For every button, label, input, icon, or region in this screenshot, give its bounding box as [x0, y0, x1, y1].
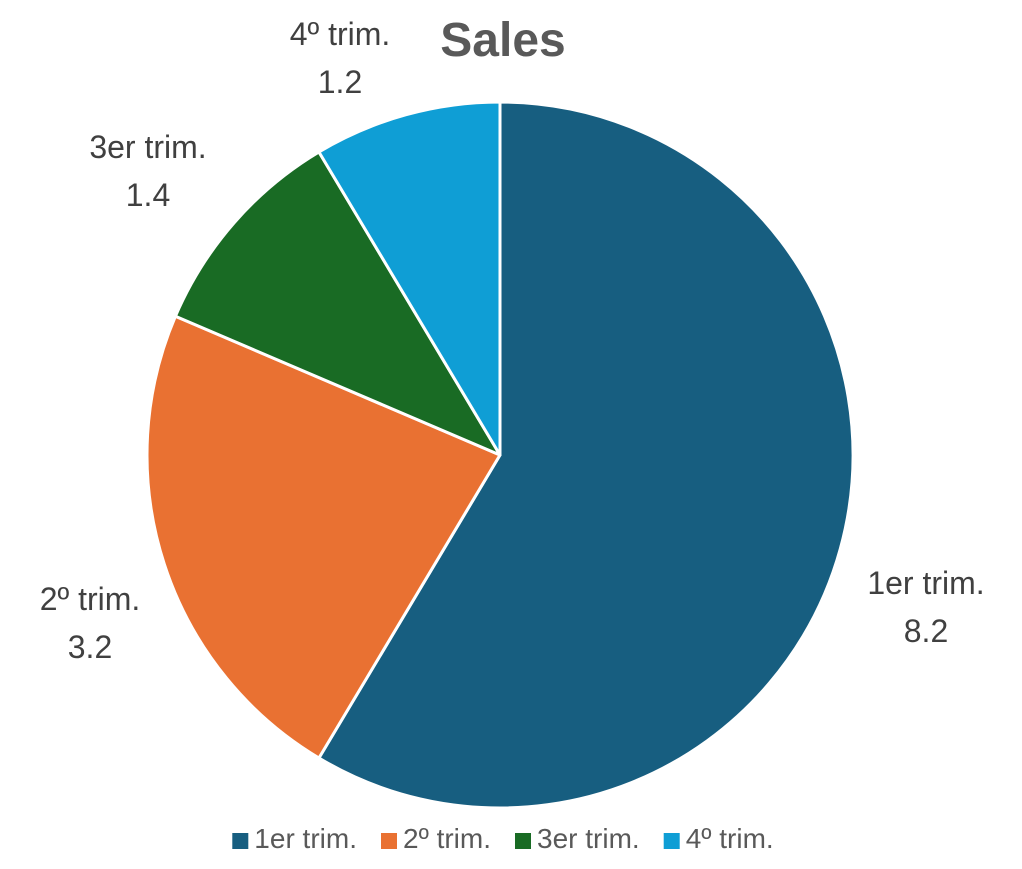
legend-label: 3er trim. [537, 823, 640, 854]
slice-label-value: 8.2 [904, 613, 948, 649]
pie-slice [173, 150, 502, 457]
slice-label-category: 3er trim. [89, 129, 206, 165]
legend-label: 1er trim. [254, 823, 357, 854]
chart-title: Sales [440, 14, 565, 67]
slice-label-category: 2º trim. [40, 581, 141, 617]
pie-slices [145, 100, 855, 810]
pie-slice [317, 100, 502, 457]
slice-label-value: 1.4 [126, 177, 170, 213]
legend-label: 2º trim. [403, 823, 491, 854]
legend-label: 4º trim. [686, 823, 774, 854]
slice-label-category: 1er trim. [867, 565, 984, 601]
pie-slice [145, 314, 502, 760]
pie-slice [317, 100, 855, 810]
slice-labels: 1er trim. 8.2 2º trim. 3.2 3er trim. 1.4 4º tr… [40, 16, 985, 665]
slice-label-value: 3.2 [68, 629, 112, 665]
legend-marker [381, 833, 397, 849]
slice-label-value: 1.2 [318, 64, 362, 100]
legend: 1er trim. 2º trim. 3er trim. 4º trim. [232, 823, 774, 854]
slice-label-category: 4º trim. [290, 16, 391, 52]
legend-marker [515, 833, 531, 849]
legend-marker [232, 833, 249, 849]
legend-marker [663, 833, 680, 849]
